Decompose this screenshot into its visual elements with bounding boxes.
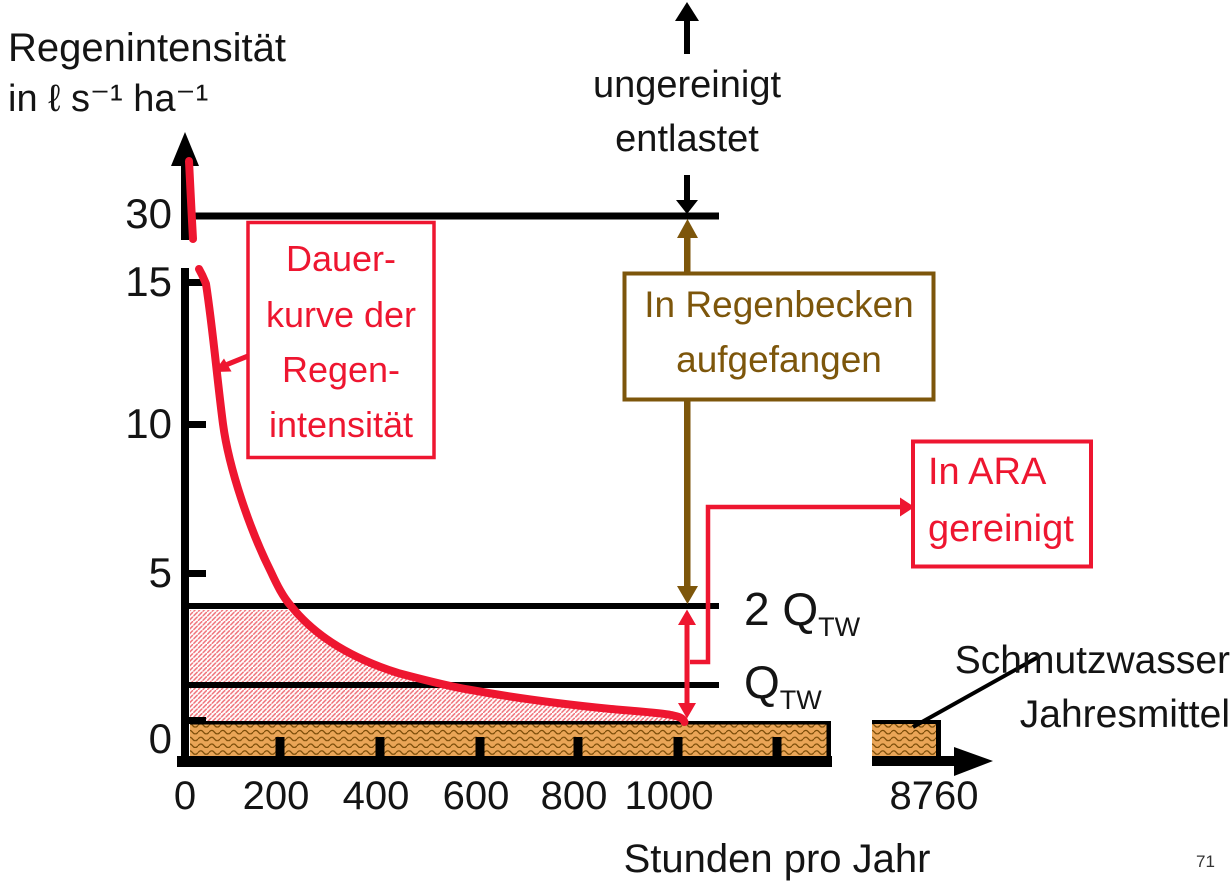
x-tick-800 [573, 737, 583, 756]
schmutzwasser-band-far-top-edge [872, 720, 941, 724]
two-qtw-sub: TW [818, 612, 861, 642]
x-axis-arrowhead [954, 747, 993, 776]
x-tick-label-600: 600 [442, 774, 510, 818]
y-tick-label-30: 30 [125, 189, 172, 237]
x-tick-label-800: 800 [540, 774, 608, 818]
schmutzwasser-leader-line [912, 654, 1041, 729]
two-qtw-label: 2 QTW [744, 583, 860, 641]
y-tick-label-10: 10 [125, 399, 172, 447]
y-tick-0 [189, 717, 206, 724]
x-axis-title: Stunden pro Jahr [623, 837, 931, 881]
line-2qtw [188, 603, 719, 609]
x-axis-line [177, 756, 832, 767]
x-tick-label-200: 200 [242, 774, 310, 818]
untreated-down-arrow [676, 175, 698, 214]
qtw-main: Q [744, 656, 780, 708]
y-axis-title-line1: Regenintensität [8, 26, 286, 70]
x-tick-label-0: 0 [173, 774, 197, 818]
y-tick-10 [189, 421, 206, 428]
dauerkurve-label-line1: Dauer- [285, 238, 397, 279]
ara-connector-arrow [690, 497, 915, 665]
duration-curve [195, 265, 689, 726]
x-tick-label-1000: 1000 [624, 774, 714, 818]
ara-label-line1: In ARA [928, 451, 1047, 493]
line-30 [188, 212, 719, 220]
qtw-label: QTW [744, 656, 822, 714]
schmutzwasser-band-far [872, 724, 937, 756]
schmutzwasser-label-line2: Jahresmittel [1019, 693, 1230, 736]
x-tick-400 [375, 737, 385, 756]
qtw-sub: TW [779, 685, 822, 715]
y-tick-5 [189, 570, 206, 577]
y-axis-upper-segment [181, 160, 189, 240]
y-tick-15 [189, 279, 206, 286]
untreated-label-line2: entlastet [615, 118, 759, 160]
ara-range-arrow [678, 609, 696, 719]
x-axis-far-segment [872, 756, 954, 766]
x-tick-label-8760: 8760 [889, 774, 979, 818]
dauerkurve-pointer-arrow [214, 353, 249, 372]
regenbecken-label-line2: aufgefangen [676, 339, 882, 380]
y-axis-lower-segment [181, 268, 189, 767]
y-tick-30 [189, 212, 206, 220]
y-tick-label-0: 0 [148, 714, 172, 762]
schmutzwasser-band-far-right-edge [936, 720, 941, 756]
x-tick-200 [275, 737, 285, 756]
y-axis-title-line2: in ℓ s⁻¹ ha⁻¹ [8, 78, 209, 120]
ara-label-line2: gereinigt [928, 508, 1074, 550]
two-qtw-main: 2 Q [744, 583, 819, 635]
dauerkurve-label-line4: intensität [268, 404, 414, 445]
untreated-label-line1: ungereinigt [592, 64, 782, 106]
dauerkurve-box [246, 220, 436, 460]
duration-curve-upper [185, 157, 197, 243]
regenbecken-range-arrow [677, 219, 698, 604]
y-tick-label-5: 5 [148, 548, 172, 596]
schmutzwasser-band-top-edge [190, 721, 831, 725]
page-number: 71 [1196, 852, 1215, 871]
dauerkurve-label-line3: Regen- [281, 349, 401, 390]
x-tick-1200 [772, 737, 782, 756]
x-tick-label-400: 400 [342, 774, 410, 818]
x-tick-600 [475, 737, 485, 756]
ara-treated-area [190, 610, 685, 723]
schmutzwasser-band-right-edge [826, 721, 831, 757]
regenbecken-box [622, 271, 936, 402]
untreated-up-arrow [675, 2, 699, 54]
schmutzwasser-band [190, 724, 829, 757]
dauerkurve-label-line2: kurve der [265, 294, 417, 335]
schmutzwasser-label-line1: Schmutzwasser [954, 639, 1230, 682]
y-axis-arrowhead [171, 132, 199, 166]
regenbecken-label-line1: In Regenbecken [644, 284, 914, 325]
x-tick-1000 [673, 737, 683, 756]
y-tick-label-15: 15 [125, 257, 172, 305]
ara-box [911, 439, 1093, 569]
